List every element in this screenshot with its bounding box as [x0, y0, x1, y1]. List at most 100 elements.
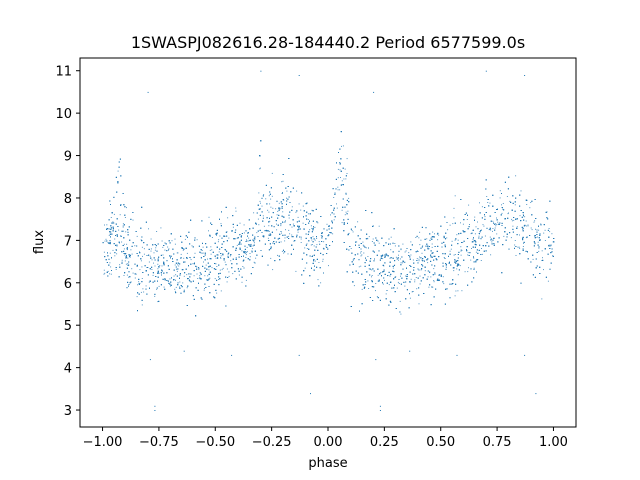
data-point: [225, 264, 227, 266]
data-point: [336, 207, 338, 209]
data-point: [243, 224, 245, 226]
data-point: [194, 252, 196, 254]
data-point: [174, 238, 176, 240]
data-point: [538, 250, 540, 252]
data-point: [282, 174, 284, 175]
data-point: [125, 257, 127, 259]
data-point: [432, 236, 433, 238]
data-point: [326, 229, 328, 231]
data-point: [250, 243, 252, 245]
data-point: [283, 252, 285, 254]
data-point: [261, 205, 263, 207]
data-point: [125, 263, 127, 265]
data-point: [460, 222, 461, 224]
data-point: [284, 240, 286, 242]
data-point: [270, 206, 272, 208]
data-point: [525, 237, 527, 239]
data-point: [268, 230, 270, 232]
data-point: [148, 228, 149, 230]
data-point: [395, 276, 397, 278]
data-point: [270, 257, 272, 259]
data-point: [259, 200, 261, 202]
data-point: [440, 275, 442, 277]
data-point: [434, 233, 435, 235]
data-point: [207, 275, 209, 277]
data-point: [506, 196, 508, 197]
data-point: [384, 255, 386, 257]
data-point: [416, 258, 418, 260]
data-point: [474, 243, 476, 245]
data-point: [281, 250, 283, 252]
data-point: [531, 229, 533, 231]
data-point: [182, 282, 184, 284]
data-point: [137, 284, 139, 286]
data-point: [382, 283, 384, 285]
data-point: [313, 238, 315, 240]
data-point: [103, 251, 105, 253]
data-point: [488, 245, 490, 247]
data-point: [341, 184, 343, 186]
data-point: [112, 249, 114, 251]
data-point: [255, 257, 257, 259]
data-point: [522, 248, 524, 250]
data-point: [548, 228, 550, 229]
data-point: [374, 258, 375, 260]
data-point: [106, 224, 108, 226]
data-point: [302, 222, 304, 224]
data-point: [220, 257, 221, 259]
data-point: [369, 274, 371, 276]
data-point: [266, 230, 268, 232]
data-point: [538, 229, 540, 231]
data-point: [427, 248, 429, 250]
data-point: [278, 241, 280, 243]
data-point: [377, 297, 379, 299]
data-point: [521, 216, 523, 218]
data-point: [392, 267, 394, 269]
data-point: [492, 230, 493, 232]
data-point: [467, 228, 469, 230]
data-point: [419, 275, 421, 277]
data-point: [328, 234, 330, 236]
data-point: [245, 279, 247, 281]
data-point: [487, 202, 489, 203]
data-point: [337, 177, 339, 179]
data-point: [188, 279, 190, 281]
data-point: [249, 253, 251, 254]
data-point: [314, 239, 316, 241]
data-point: [245, 257, 247, 258]
data-point: [436, 279, 438, 281]
data-point: [235, 210, 237, 212]
data-point: [474, 233, 476, 235]
data-point: [311, 227, 313, 229]
data-point: [307, 233, 309, 235]
data-point: [470, 259, 472, 261]
data-point: [339, 189, 341, 191]
data-point: [262, 215, 264, 217]
data-point: [199, 275, 201, 277]
data-point: [329, 245, 331, 246]
data-point: [400, 249, 402, 251]
data-point: [245, 252, 247, 254]
data-point: [431, 246, 433, 248]
data-point: [286, 197, 287, 199]
data-point: [318, 262, 320, 263]
data-point: [161, 240, 163, 242]
data-point: [411, 291, 413, 293]
data-point: [210, 222, 212, 224]
data-point: [231, 230, 233, 232]
data-point: [457, 290, 459, 292]
data-point: [126, 248, 128, 250]
data-point: [115, 235, 116, 236]
data-point: [186, 305, 188, 306]
data-point: [384, 256, 386, 258]
data-point: [341, 222, 343, 224]
data-point: [236, 244, 238, 246]
data-point: [452, 267, 454, 269]
data-point: [422, 260, 424, 262]
data-point: [258, 224, 260, 226]
data-point: [405, 275, 407, 277]
data-point: [403, 281, 405, 283]
data-point: [490, 229, 492, 231]
data-point: [226, 268, 228, 270]
data-point: [489, 236, 491, 238]
